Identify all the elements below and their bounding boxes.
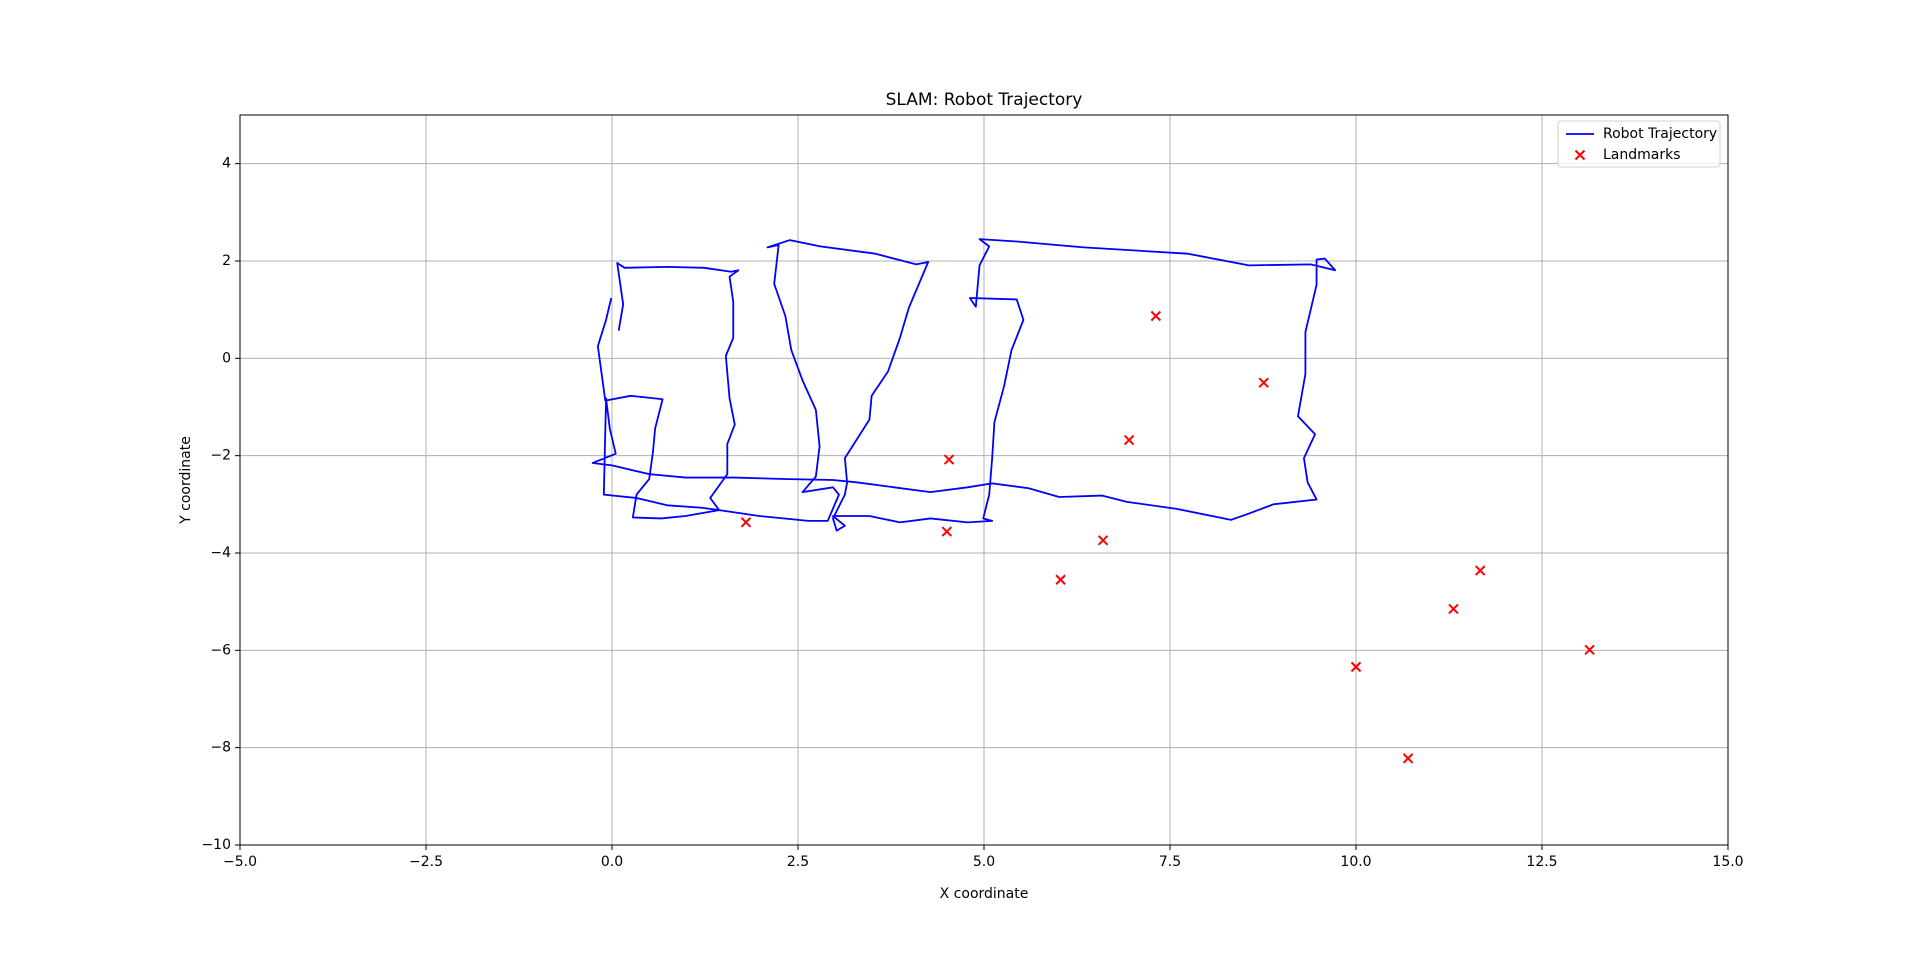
legend-marker [1574,149,1586,161]
y-tick-label: −6 [210,642,231,658]
x-axis-label: X coordinate [940,886,1029,902]
x-tick-label: −2.5 [409,854,443,870]
plot-frame [239,114,1729,846]
trajectory-line [591,238,1337,532]
x-tick-label: 0.0 [601,854,623,870]
y-tick-label: 0 [222,350,231,366]
landmark-marker [1448,603,1459,615]
x-tick-label: 15.0 [1712,854,1743,870]
x-tick-label: −5.0 [223,854,257,870]
y-tick-label: 2 [222,253,231,269]
landmark-marker [1350,661,1362,673]
landmark-marker [1123,434,1135,446]
y-tick-label: −10 [201,837,231,853]
x-tick-label: 10.0 [1340,854,1371,870]
landmark-marker [943,454,955,465]
landmark-marker [1258,377,1269,388]
y-axis-label: Y coordinate [178,436,194,525]
chart-title: SLAM: Robot Trajectory [886,90,1083,110]
legend-label: Robot Trajectory [1603,126,1717,142]
x-tick-label: 7.5 [1159,854,1181,870]
landmark-marker [1150,310,1162,322]
landmark-marker [1584,644,1595,656]
y-tick-label: 4 [222,156,231,172]
landmark-marker [1055,574,1066,585]
landmark-marker [1402,753,1414,764]
landmark-marker [941,526,953,537]
landmark-marker [1475,565,1486,576]
x-tick-label: 2.5 [787,854,809,870]
y-tick-label: −8 [210,740,231,756]
y-tick-label: −2 [210,448,231,464]
legend-box [1557,120,1721,168]
landmark-marker [740,517,752,528]
x-tick-label: 12.5 [1526,854,1557,870]
landmark-marker [1097,535,1109,546]
y-tick-label: −4 [210,545,231,561]
legend-label: Landmarks [1603,147,1681,163]
x-tick-label: 5.0 [973,854,995,870]
